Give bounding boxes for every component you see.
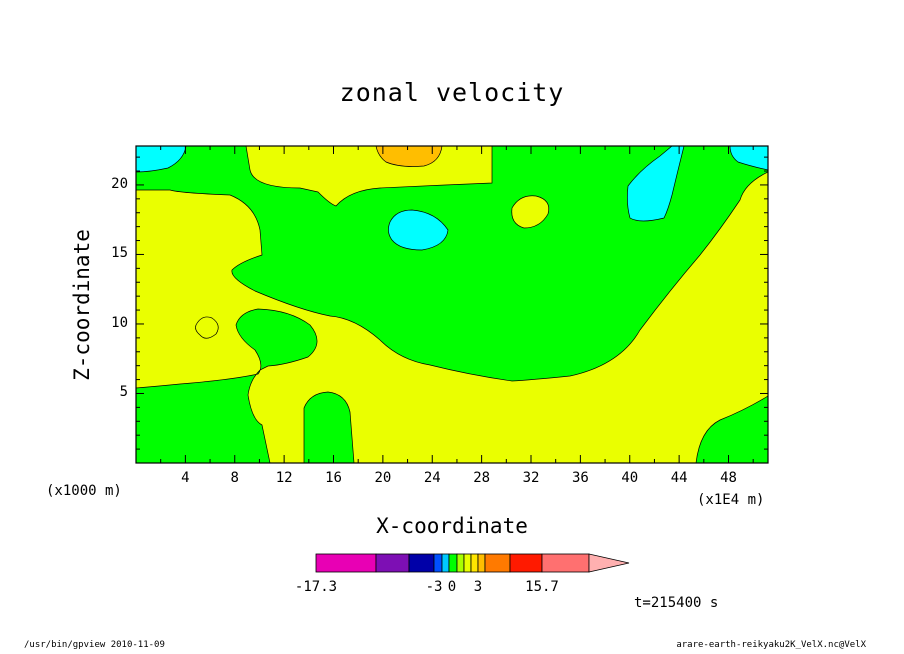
region-negative-top-right xyxy=(729,146,768,171)
colorbar-segment xyxy=(315,553,377,573)
y-tick-label: 10 xyxy=(111,314,128,331)
colorbar-label: 3 xyxy=(473,579,483,595)
x-tick-label: 36 xyxy=(571,470,589,486)
colorbar-label: -17.3 xyxy=(294,579,338,595)
colorbar-segment xyxy=(541,553,590,573)
colorbar-segment xyxy=(484,553,511,573)
colorbar-segment xyxy=(456,553,465,573)
region-moderate-positive xyxy=(375,146,443,167)
colorbar-extension-arrow xyxy=(588,553,630,573)
y-tick-label: 15 xyxy=(111,245,128,262)
region-negative-mid xyxy=(388,209,449,251)
x-tick-label: 16 xyxy=(325,470,342,486)
region-small-positive-island xyxy=(511,195,550,229)
colorbar xyxy=(315,553,630,573)
region-negative-top-left xyxy=(136,146,187,173)
region-negative-right xyxy=(626,146,685,222)
colorbar-label: 15.7 xyxy=(525,579,559,595)
colorbar-segment xyxy=(470,553,479,573)
colorbar-label: 0 xyxy=(447,579,457,595)
footer-left: /usr/bin/gpview 2010-11-09 xyxy=(24,640,165,650)
colorbar-segment xyxy=(408,553,435,573)
x-tick-label: 32 xyxy=(522,470,540,486)
x-tick-label: 48 xyxy=(720,470,737,486)
colorbar-label: -3 xyxy=(425,579,443,595)
footer-right: arare-earth-reikyaku2K_VelX.nc@VelX xyxy=(676,640,866,650)
plot-frame xyxy=(135,145,769,464)
x-tick-label: 40 xyxy=(621,470,639,486)
x-tick-label: 12 xyxy=(275,470,293,486)
region-near-zero-right xyxy=(695,395,768,463)
region-near-zero-bottom xyxy=(303,391,355,463)
time-label: t=215400 s xyxy=(634,595,719,611)
x-tick-label: 8 xyxy=(230,470,239,486)
x-tick-label: 20 xyxy=(374,470,392,486)
y-axis-label: Z-coordinate xyxy=(70,229,94,381)
z-unit-label: (x1E4 m) xyxy=(697,492,765,508)
colorbar-segment xyxy=(477,553,486,573)
y-tick-label: 5 xyxy=(119,384,128,401)
x-tick-label: 4 xyxy=(181,470,190,486)
colorbar-segment xyxy=(433,553,443,573)
colorbar-segment xyxy=(448,553,458,573)
x-axis-label: X-coordinate xyxy=(376,514,528,538)
region-near-zero-left xyxy=(136,308,318,463)
x-tick-label: 28 xyxy=(473,470,491,486)
colorbar-segment xyxy=(375,553,410,573)
chart-title: zonal velocity xyxy=(339,78,565,107)
region-near-zero-main xyxy=(136,146,768,382)
colorbar-segment xyxy=(509,553,543,573)
x-tick-label: 24 xyxy=(423,470,441,486)
y-tick-label: 20 xyxy=(111,175,128,192)
x-tick-label: 44 xyxy=(670,470,688,486)
colorbar-segment xyxy=(463,553,472,573)
colorbar-segment xyxy=(441,553,450,573)
x-unit-label: (x1000 m) xyxy=(46,483,122,499)
region-small-positive-loop xyxy=(195,316,219,339)
